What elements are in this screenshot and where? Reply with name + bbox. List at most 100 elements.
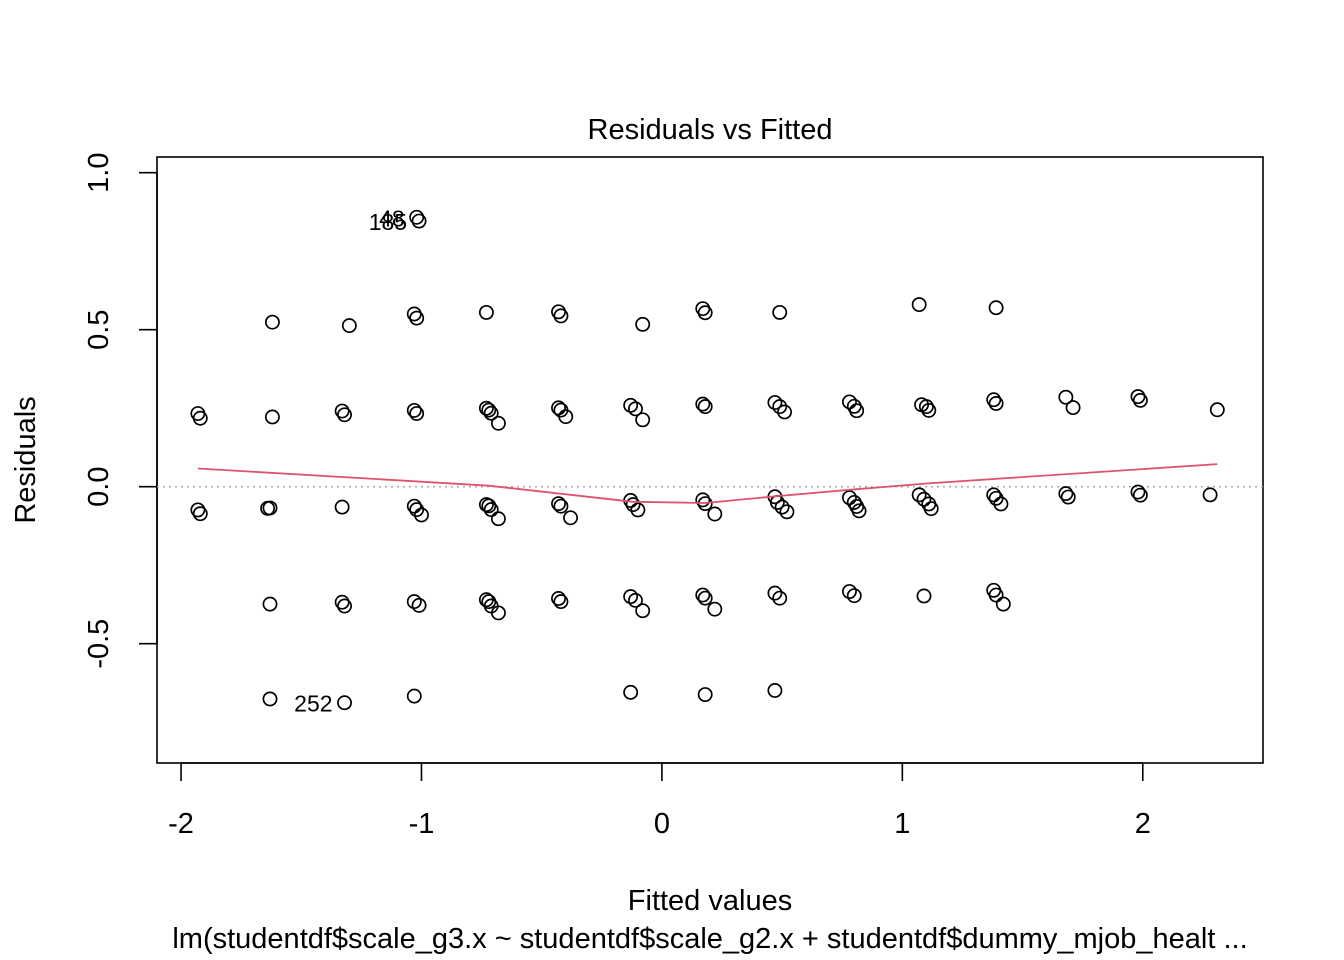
residual-point — [623, 684, 639, 700]
residual-point — [409, 209, 425, 225]
residual-point — [697, 399, 713, 415]
residual-point — [851, 503, 867, 519]
residual-point — [414, 507, 429, 523]
y-tick-label: 0.5 — [83, 310, 115, 350]
residual-point — [635, 603, 651, 619]
residual-point — [921, 402, 937, 418]
residual-point — [988, 300, 1004, 316]
outlier-label: 48 — [379, 205, 405, 231]
residual-point — [406, 402, 422, 418]
residual-point — [695, 396, 711, 412]
x-axis-label: Fitted values — [628, 885, 792, 917]
residual-point — [623, 397, 639, 413]
residual-point — [772, 304, 788, 320]
x-tick-label: 2 — [1135, 808, 1151, 840]
residual-point — [334, 594, 350, 610]
residual-point — [406, 594, 422, 610]
y-tick-label: 1.0 — [83, 153, 115, 193]
residual-point — [846, 588, 862, 604]
residual-point — [334, 499, 350, 515]
residual-point — [986, 487, 1002, 503]
residual-point — [1065, 400, 1081, 416]
residual-point — [478, 304, 494, 320]
residual-point — [918, 399, 934, 415]
residual-point — [264, 409, 280, 425]
residual-point — [986, 392, 1002, 408]
outlier-label: 185 — [369, 209, 407, 235]
x-tick-label: 1 — [894, 808, 910, 840]
residual-point — [916, 491, 932, 507]
residual-point — [697, 590, 713, 606]
residual-point — [553, 308, 569, 324]
residual-point — [1209, 402, 1225, 418]
residual-point — [697, 687, 713, 703]
residual-point — [551, 591, 566, 606]
residual-point — [264, 314, 280, 330]
residual-point — [635, 316, 651, 332]
residual-point — [707, 506, 723, 522]
residual-point — [707, 601, 723, 617]
residual-point — [697, 305, 713, 321]
residual-point — [923, 501, 939, 517]
residual-point — [635, 412, 651, 428]
residual-point — [1060, 489, 1076, 505]
outlier-label: 252 — [294, 691, 332, 717]
residual-points — [190, 209, 1225, 711]
chart-title: Residuals vs Fitted — [588, 114, 833, 146]
residual-point — [553, 594, 569, 610]
residual-point — [988, 396, 1004, 411]
residual-point — [1058, 389, 1074, 405]
residual-point — [1058, 486, 1074, 502]
y-tick-label: -0.5 — [83, 619, 115, 669]
residual-point — [341, 318, 357, 334]
residual-point — [483, 502, 499, 518]
residual-point — [1132, 487, 1148, 503]
residual-point — [1202, 487, 1218, 503]
residual-point — [779, 504, 795, 520]
residual-point — [483, 405, 499, 421]
residual-point — [695, 587, 711, 603]
x-tick-label: 0 — [654, 808, 670, 840]
residual-point — [558, 409, 574, 425]
residual-point — [842, 394, 857, 410]
residual-point — [767, 395, 783, 410]
y-axis-label: Residuals — [10, 396, 42, 523]
residual-point — [490, 605, 506, 621]
residual-point — [337, 695, 352, 711]
residual-point — [563, 510, 578, 526]
residual-point — [842, 490, 857, 506]
residual-point — [262, 596, 278, 612]
residual-point — [995, 596, 1011, 612]
residual-point — [337, 407, 352, 423]
smoother-curve — [197, 463, 1218, 504]
residual-point — [767, 683, 783, 698]
residual-point — [411, 597, 427, 613]
residual-point — [988, 587, 1004, 603]
residual-point — [190, 502, 206, 518]
y-axis: -0.5 0.0 0.5 1.0 — [83, 153, 158, 669]
residual-point — [334, 403, 350, 419]
residual-point — [772, 590, 788, 606]
residual-point — [406, 688, 422, 704]
y-tick-label: 0.0 — [83, 467, 115, 507]
residual-point — [490, 511, 506, 527]
residual-point — [911, 487, 927, 503]
residual-point — [623, 589, 639, 605]
residual-point — [695, 492, 711, 508]
plot-frame — [156, 156, 1264, 764]
residual-point — [625, 497, 641, 513]
residual-point — [481, 402, 497, 418]
residual-point — [1130, 484, 1146, 500]
x-axis: -2 -1 0 1 2 — [168, 762, 1151, 840]
residual-point — [490, 415, 506, 431]
residual-point — [409, 310, 425, 326]
residual-point — [911, 297, 927, 313]
residual-point — [849, 403, 865, 419]
residual-point — [478, 400, 494, 416]
residual-point — [772, 399, 788, 415]
residual-point — [628, 592, 643, 608]
residual-point — [993, 496, 1009, 512]
residual-point — [767, 585, 783, 601]
